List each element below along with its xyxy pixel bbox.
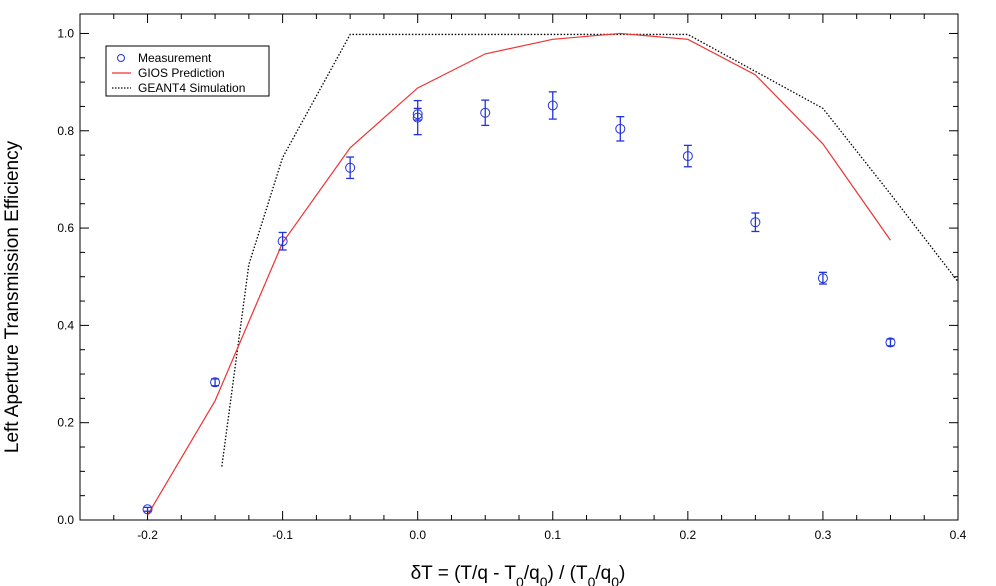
measurement-point (750, 217, 761, 228)
y-tick-label: 1.0 (57, 26, 74, 40)
y-tick-label: 0.6 (57, 221, 74, 235)
gios-series (147, 32, 891, 516)
measurement-point (210, 377, 221, 388)
legend-gios-label: GIOS Prediction (138, 66, 225, 80)
axis-tick-labels: -0.2 -0.1 0.0 0.1 0.2 0.3 0.4 0.0 0.2 0.4 0.6 0.8 1.… (57, 26, 966, 542)
y-tick-label: 0.4 (57, 318, 74, 332)
x-tick-label: 0.4 (950, 528, 967, 542)
legend: Measurement GIOS Prediction GEANT4 Simul… (105, 45, 270, 97)
measurement-series (142, 91, 896, 515)
y-tick-label: 0.2 (57, 416, 74, 430)
measurement-point (345, 162, 356, 173)
legend-box (105, 45, 270, 97)
measurement-point (412, 112, 423, 123)
axis-ticks (79, 14, 959, 521)
geant4-series (221, 33, 959, 467)
legend-measurement-label: Measurement (138, 51, 212, 65)
y-axis-title: Left Aperture Transmission Efficiency (2, 140, 23, 453)
x-tick-label: -0.2 (137, 528, 158, 542)
legend-geant4-label: GEANT4 Simulation (138, 81, 245, 95)
geant4-simulation-line (221, 33, 959, 467)
x-tick-label: 0.2 (680, 528, 697, 542)
x-tick-label: 0.3 (815, 528, 832, 542)
measurement-point (885, 337, 896, 348)
measurement-point (682, 151, 693, 162)
x-tick-label: 0.0 (409, 528, 426, 542)
gios-prediction-line (147, 32, 891, 516)
measurement-point (547, 100, 558, 111)
x-tick-label: 0.1 (544, 528, 561, 542)
legend-measurement-icon (117, 54, 125, 62)
measurement-point (817, 273, 828, 284)
y-tick-label: 0.0 (57, 513, 74, 527)
measurement-point (615, 123, 626, 134)
y-tick-label: 0.8 (57, 124, 74, 138)
measurement-point (277, 236, 288, 247)
x-axis-title: δT = (T/q - T0/q0) / (T0/q0) (411, 563, 626, 586)
measurement-point (480, 107, 491, 118)
measurement-point (142, 504, 153, 515)
x-tick-label: -0.1 (272, 528, 293, 542)
